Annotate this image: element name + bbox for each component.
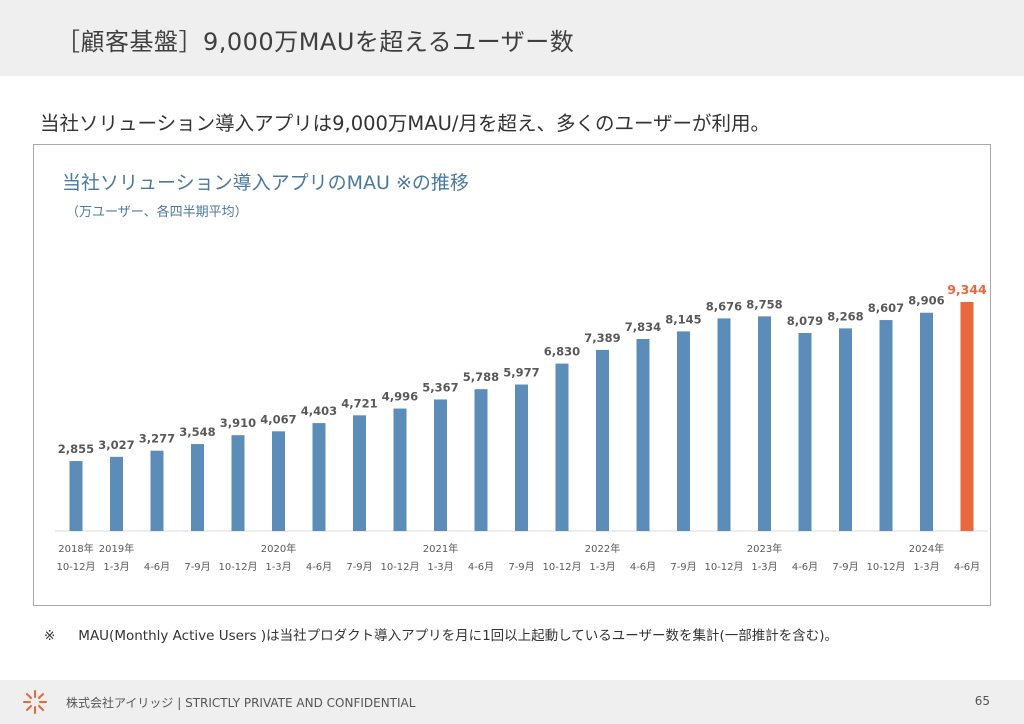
x-tick-label: 4-6月 bbox=[306, 561, 332, 573]
bar bbox=[353, 415, 366, 531]
bar bbox=[596, 349, 609, 531]
bar bbox=[636, 339, 650, 531]
x-tick-year-label: 2018年 bbox=[58, 542, 93, 555]
footnote-text: MAU(Monthly Active Users )は当社プロダクト導入アプリを… bbox=[78, 628, 839, 644]
bar-value-label: 5,788 bbox=[463, 370, 499, 384]
bar-value-label: 4,721 bbox=[341, 396, 377, 410]
x-tick-label: 1-3月 bbox=[589, 561, 615, 573]
x-tick-label: 1-3月 bbox=[913, 561, 939, 573]
page-title: ［顧客基盤］9,000万MAUを超えるユーザー数 bbox=[56, 28, 575, 56]
bar bbox=[110, 456, 123, 531]
bar-value-label: 4,403 bbox=[301, 404, 337, 418]
bar-value-label: 3,910 bbox=[220, 416, 256, 430]
bar bbox=[474, 389, 488, 531]
x-tick-label: 1-3月 bbox=[265, 561, 291, 573]
x-tick-label: 10-12月 bbox=[866, 561, 905, 573]
bar-value-label: 8,906 bbox=[908, 294, 944, 308]
x-tick-label: 4-6月 bbox=[954, 561, 980, 573]
bar bbox=[920, 312, 933, 531]
x-tick-label: 10-12月 bbox=[542, 561, 581, 573]
x-tick-label: 4-6月 bbox=[144, 561, 170, 573]
footer-bar: 株式会社アイリッジ | STRICTLY PRIVATE AND CONFIDE… bbox=[0, 680, 1024, 724]
bar-value-label: 5,367 bbox=[422, 380, 458, 394]
x-tick-label: 1-3月 bbox=[751, 561, 777, 573]
x-tick-label: 7-9月 bbox=[346, 561, 372, 573]
bar bbox=[434, 399, 447, 531]
bar-value-label: 7,834 bbox=[625, 320, 661, 334]
x-tick-year-label: 2019年 bbox=[99, 542, 134, 555]
bar-value-label: 4,067 bbox=[260, 412, 296, 426]
bar bbox=[515, 384, 528, 531]
x-tick-label: 4-6月 bbox=[792, 561, 818, 573]
bar bbox=[191, 444, 204, 531]
bar bbox=[69, 461, 83, 531]
bar bbox=[272, 431, 285, 531]
bar-value-label: 5,977 bbox=[503, 366, 539, 380]
bar-value-label: 2,855 bbox=[58, 442, 94, 456]
x-tick-label: 4-6月 bbox=[468, 561, 494, 573]
footnote-mark: ※ bbox=[44, 628, 56, 644]
chart-title: 当社ソリューション導入アプリのMAU ※の推移 bbox=[62, 172, 469, 194]
bar bbox=[798, 333, 812, 531]
page-number: 65 bbox=[974, 694, 990, 708]
x-tick-year-label: 2023年 bbox=[747, 542, 782, 555]
bar-value-label: 3,277 bbox=[139, 432, 175, 446]
bar-value-label: 4,996 bbox=[382, 390, 418, 404]
lead-text: 当社ソリューション導入アプリは9,000万MAU/月を超え、多くのユーザーが利用… bbox=[40, 112, 771, 135]
company-logo-icon bbox=[23, 690, 47, 714]
bar bbox=[393, 408, 407, 531]
x-tick-year-label: 2024年 bbox=[909, 542, 944, 555]
bar bbox=[312, 423, 326, 531]
x-tick-label: 7-9月 bbox=[184, 561, 210, 573]
x-tick-label: 10-12月 bbox=[380, 561, 419, 573]
bar-value-label: 6,830 bbox=[544, 345, 580, 359]
footnote: ※ MAU(Monthly Active Users )は当社プロダクト導入アプ… bbox=[44, 624, 838, 644]
footer-company-text: 株式会社アイリッジ | STRICTLY PRIVATE AND CONFIDE… bbox=[66, 696, 416, 710]
x-tick-year-label: 2021年 bbox=[423, 542, 458, 555]
bar-value-label: 8,079 bbox=[787, 314, 823, 328]
bar bbox=[839, 328, 852, 531]
bar bbox=[150, 450, 164, 531]
bar bbox=[555, 363, 569, 531]
x-tick-label: 10-12月 bbox=[56, 561, 95, 573]
bar-value-label: 7,389 bbox=[584, 331, 620, 345]
x-tick-label: 10-12月 bbox=[218, 561, 257, 573]
bar-value-label: 8,268 bbox=[827, 309, 863, 323]
chart-subtitle: （万ユーザー、各四半期平均） bbox=[66, 205, 248, 220]
bar bbox=[231, 435, 245, 531]
x-tick-label: 7-9月 bbox=[832, 561, 858, 573]
x-tick-label: 1-3月 bbox=[103, 561, 129, 573]
bar bbox=[677, 331, 690, 531]
bar bbox=[960, 302, 974, 531]
header-bar: ［顧客基盤］9,000万MAUを超えるユーザー数 bbox=[0, 0, 1024, 76]
x-tick-label: 7-9月 bbox=[508, 561, 534, 573]
x-tick-label: 7-9月 bbox=[670, 561, 696, 573]
bar-value-label: 3,548 bbox=[179, 425, 215, 439]
bar-value-label: 8,607 bbox=[868, 301, 904, 315]
x-tick-label: 1-3月 bbox=[427, 561, 453, 573]
bar bbox=[717, 318, 731, 531]
bar-value-label: 3,027 bbox=[98, 438, 134, 452]
x-tick-year-label: 2020年 bbox=[261, 542, 296, 555]
bar-value-label: 8,676 bbox=[706, 299, 742, 313]
bar-value-label: 8,758 bbox=[746, 297, 782, 311]
x-tick-label: 10-12月 bbox=[704, 561, 743, 573]
bar-value-label: 8,145 bbox=[665, 312, 701, 326]
x-tick-year-label: 2022年 bbox=[585, 542, 620, 555]
x-tick-label: 4-6月 bbox=[630, 561, 656, 573]
bar bbox=[879, 320, 893, 531]
bar-value-label: 9,344 bbox=[947, 282, 987, 297]
bar bbox=[758, 316, 771, 531]
